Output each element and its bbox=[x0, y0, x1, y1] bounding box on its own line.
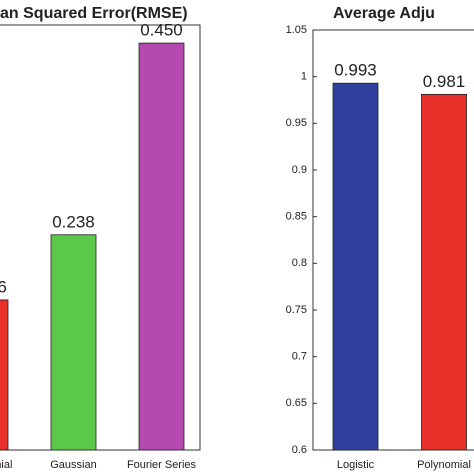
y-tick-label: 0.65 bbox=[286, 397, 307, 409]
plot-frame bbox=[312, 29, 474, 451]
value-label: 0.993 bbox=[334, 61, 377, 80]
value-label: 0.166 bbox=[0, 277, 7, 296]
value-label: 0.450 bbox=[140, 21, 183, 40]
y-tick-label: 1 bbox=[301, 71, 307, 83]
x-tick-label: Polynomial bbox=[0, 459, 12, 471]
y-tick-label: 0.9 bbox=[292, 164, 307, 176]
value-label: 0.238 bbox=[52, 212, 95, 231]
y-tick-label: 0.6 bbox=[292, 444, 307, 456]
x-tick-label: Polynomial bbox=[417, 459, 471, 471]
chart-title: an Squared Error(RMSE) bbox=[0, 5, 188, 22]
bar bbox=[421, 94, 467, 451]
y-tick-label: 0.7 bbox=[292, 351, 307, 363]
chart-title: Average Adju bbox=[333, 5, 435, 22]
bar bbox=[332, 82, 379, 451]
y-tick-label: 0.85 bbox=[286, 211, 307, 223]
y-tick-label: 1.05 bbox=[286, 24, 307, 36]
value-label: 0.981 bbox=[423, 72, 466, 91]
bar bbox=[50, 234, 97, 451]
x-tick-label: Logistic bbox=[337, 459, 375, 471]
bar bbox=[138, 42, 185, 451]
x-tick-label: Fourier Series bbox=[127, 459, 197, 471]
bar bbox=[0, 299, 9, 451]
y-tick-label: 0.95 bbox=[286, 117, 307, 129]
y-tick-label: 0.75 bbox=[286, 304, 307, 316]
x-tick-label: Gaussian bbox=[50, 459, 96, 471]
y-tick-label: 0.8 bbox=[292, 257, 307, 269]
